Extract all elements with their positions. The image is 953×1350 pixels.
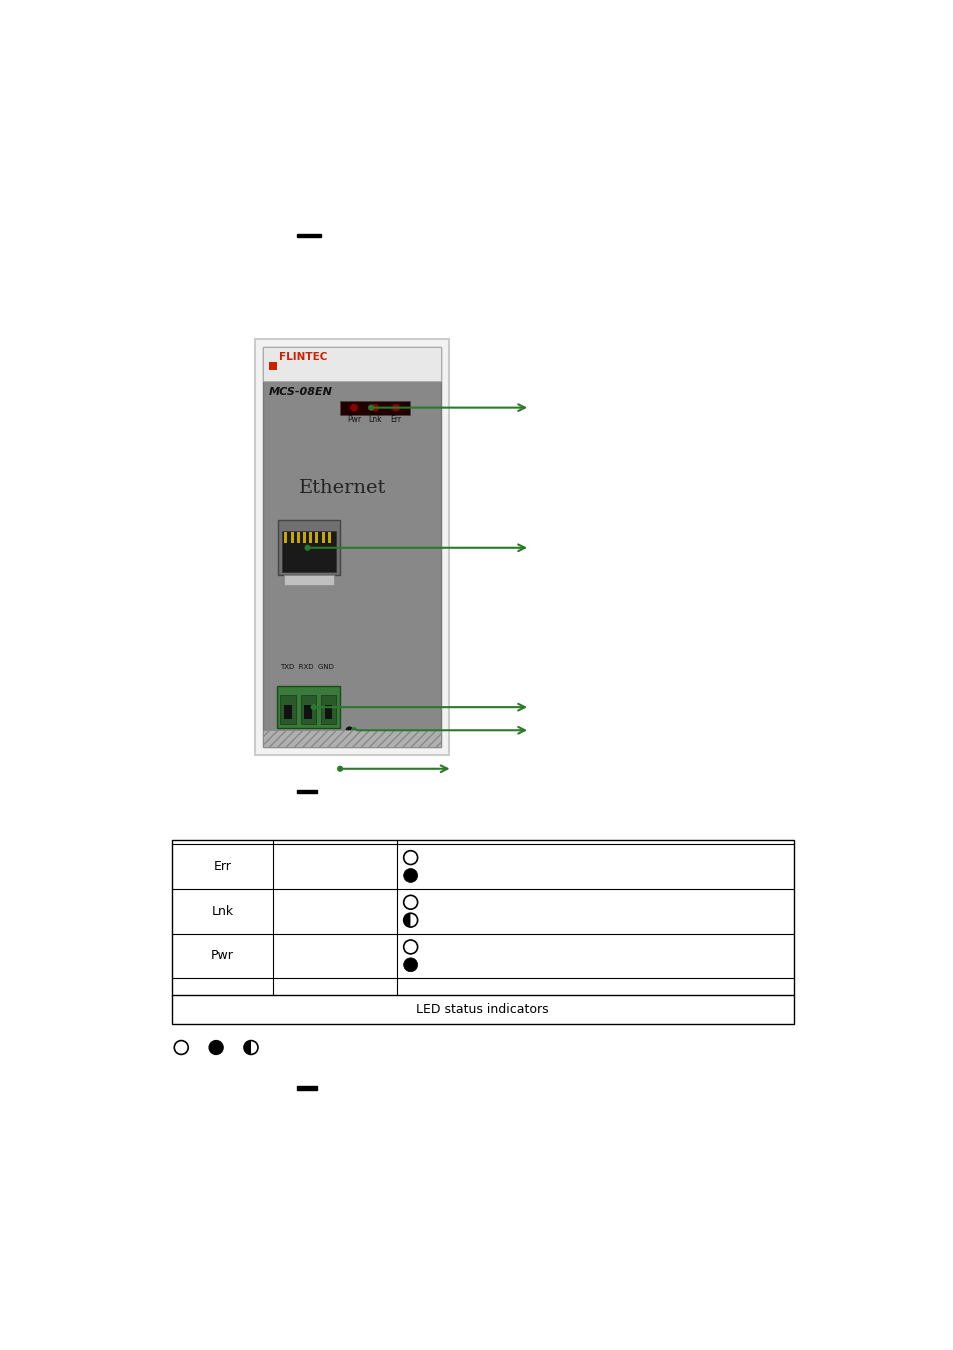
Circle shape — [392, 404, 399, 412]
Circle shape — [304, 544, 311, 551]
Circle shape — [209, 1041, 223, 1054]
Wedge shape — [403, 913, 410, 927]
Bar — [296, 532, 299, 543]
Wedge shape — [251, 1041, 257, 1054]
Wedge shape — [410, 913, 417, 927]
Bar — [284, 705, 292, 718]
Circle shape — [345, 726, 353, 734]
Bar — [309, 532, 312, 543]
Text: MCS-08EN: MCS-08EN — [269, 387, 333, 397]
Text: Pwr: Pwr — [347, 414, 361, 424]
Bar — [340, 401, 410, 414]
Circle shape — [403, 850, 417, 864]
Bar — [280, 695, 295, 724]
Circle shape — [403, 895, 417, 909]
Bar — [262, 347, 440, 747]
Circle shape — [311, 705, 316, 710]
Circle shape — [174, 1041, 188, 1054]
Circle shape — [350, 404, 357, 412]
Bar — [269, 362, 276, 370]
Circle shape — [371, 404, 378, 412]
Bar — [320, 695, 335, 724]
Bar — [315, 532, 318, 543]
Text: Lnk: Lnk — [368, 414, 381, 424]
Bar — [284, 575, 334, 585]
Text: Lnk: Lnk — [211, 904, 233, 918]
Bar — [278, 520, 340, 575]
Bar — [321, 532, 324, 543]
Text: Pwr: Pwr — [211, 949, 233, 963]
Text: TXD  RXD  GND: TXD RXD GND — [279, 664, 334, 670]
Bar — [303, 532, 306, 543]
Bar — [297, 790, 316, 794]
Text: FLINTEC: FLINTEC — [278, 352, 327, 362]
Bar — [291, 532, 294, 543]
Bar — [262, 347, 440, 382]
Bar — [172, 840, 793, 1025]
Circle shape — [351, 728, 356, 733]
Circle shape — [403, 868, 417, 883]
Text: Err: Err — [390, 414, 401, 424]
Bar — [282, 531, 335, 572]
Circle shape — [403, 958, 417, 972]
Text: LED status indicators: LED status indicators — [416, 1003, 549, 1017]
Bar — [300, 695, 315, 724]
Text: Err: Err — [213, 860, 231, 873]
Bar — [254, 339, 448, 755]
Bar — [284, 532, 287, 543]
Circle shape — [336, 765, 343, 772]
Circle shape — [368, 405, 374, 410]
Bar — [262, 730, 440, 747]
Text: Ethernet: Ethernet — [299, 479, 386, 497]
Bar — [324, 705, 332, 718]
Bar — [328, 532, 331, 543]
Wedge shape — [244, 1041, 251, 1054]
Bar — [297, 234, 320, 238]
Bar — [297, 1085, 316, 1089]
Bar — [304, 705, 312, 718]
Circle shape — [403, 940, 417, 954]
Bar — [276, 686, 340, 728]
